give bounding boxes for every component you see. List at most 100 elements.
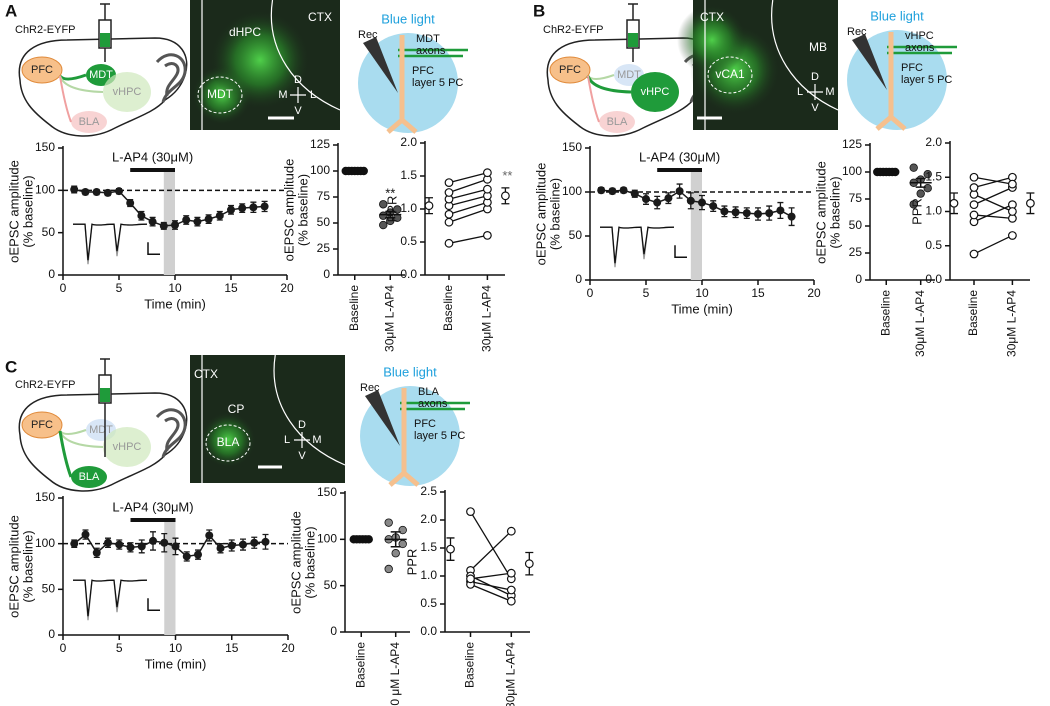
- data-point: [1008, 231, 1017, 240]
- orientation-label: M: [278, 89, 287, 101]
- y-tick-label: 1.0: [925, 204, 942, 218]
- brain-region: [71, 111, 107, 133]
- washout-shade: [690, 170, 702, 280]
- y-tick-label: 150: [317, 485, 337, 499]
- pair-line: [448, 195, 488, 207]
- y-tick-label: 50: [42, 225, 56, 239]
- image-label: BLA: [217, 435, 240, 449]
- y-tick-label: 125: [310, 137, 330, 151]
- axons: [887, 45, 957, 55]
- mean-bar: [909, 177, 932, 188]
- region-boundary: [197, 76, 243, 114]
- tissue-boundary: [704, 0, 839, 130]
- orientation-label: D: [294, 74, 302, 86]
- afferent-label: axons: [905, 42, 935, 54]
- region-label: BLA: [79, 471, 100, 483]
- mean-point: [949, 198, 959, 208]
- x-tick-label: 10: [695, 286, 709, 300]
- region-boundary: [205, 424, 251, 462]
- syringe-fill: [100, 388, 110, 402]
- rec-label: Rec: [358, 29, 378, 41]
- data-point: [227, 541, 236, 550]
- electrode: [363, 37, 398, 93]
- x-tick-label: Baseline: [966, 290, 980, 336]
- neuron: [386, 35, 418, 134]
- y-axis-label: oEPSC amplitude: [6, 160, 21, 263]
- y-tick-label: 100: [35, 183, 55, 197]
- x-tick-label: 0: [60, 641, 67, 655]
- fluorescence: [200, 412, 256, 468]
- region-label: MDT: [89, 69, 113, 81]
- x-tick-label: 0: [587, 286, 594, 300]
- y-tick-label: 50: [42, 582, 56, 596]
- data-point: [709, 202, 718, 211]
- panel-letter: A: [5, 1, 17, 20]
- trace-scale-bar: [147, 242, 160, 255]
- afferent-label: axons: [416, 45, 446, 57]
- data-point: [215, 211, 224, 220]
- mean-bar: [379, 210, 402, 219]
- y-tick-label: 2.5: [420, 484, 437, 498]
- y-axis-label: (% baseline): [295, 174, 310, 246]
- x-tick-label: Baseline: [347, 285, 361, 331]
- example-trace: [600, 226, 675, 264]
- data-point: [70, 539, 79, 548]
- image-label: CTX: [700, 10, 724, 24]
- data-point: [379, 211, 388, 220]
- data-point: [92, 188, 101, 197]
- drug-annotation: L-AP4 (30μM): [112, 499, 193, 514]
- y-axis-label: oEPSC amplitude: [533, 163, 548, 266]
- x-tick-label: 30μM L-AP4: [382, 285, 396, 352]
- data-point: [466, 507, 475, 517]
- data-point: [483, 184, 492, 194]
- data-point: [81, 188, 90, 197]
- data-point: [149, 536, 157, 545]
- afferent-label: axons: [418, 398, 448, 410]
- data-point: [630, 189, 639, 198]
- orientation-label: M: [825, 86, 834, 98]
- data-point: [444, 217, 454, 227]
- y-axis-label: oEPSC amplitude: [813, 161, 828, 264]
- significance: **: [385, 186, 395, 201]
- data-point: [444, 178, 454, 188]
- data-point: [742, 209, 751, 218]
- x-tick-label: 30μM L-AP4: [503, 642, 517, 706]
- data-point: [675, 187, 684, 196]
- data-point: [916, 189, 925, 198]
- data-point: [969, 249, 979, 259]
- data-point: [444, 209, 454, 219]
- y-tick-label: 50: [569, 228, 583, 242]
- y-axis-label: oEPSC amplitude: [6, 515, 21, 618]
- region-label: vHPC: [113, 441, 142, 453]
- data-point: [126, 543, 135, 552]
- x-tick-label: 20: [807, 286, 821, 300]
- data-point: [115, 540, 124, 549]
- data-point: [754, 210, 762, 218]
- y-axis-label: (% baseline): [20, 175, 35, 247]
- brain-region: [71, 466, 107, 488]
- orientation-cross: [807, 84, 823, 100]
- x-axis-label: Time (min): [671, 301, 733, 316]
- tissue-boundary: [201, 0, 341, 130]
- data-point: [92, 548, 101, 557]
- projection-arrow: [587, 75, 600, 123]
- data-point: [384, 518, 393, 527]
- data-point: [506, 585, 516, 595]
- orientation-label: L: [310, 89, 316, 101]
- light-label: Blue light: [383, 364, 437, 379]
- mean-point: [424, 201, 434, 211]
- drug-annotation: L-AP4 (30μM): [639, 149, 720, 164]
- cerebellum: [155, 53, 187, 103]
- data-point: [909, 163, 918, 172]
- data-point: [444, 238, 454, 248]
- mean-point: [524, 559, 534, 569]
- data-point: [137, 542, 146, 551]
- region-label: BLA: [607, 116, 628, 128]
- y-tick-label: 1.0: [420, 568, 437, 582]
- axons: [398, 48, 468, 58]
- data-point: [969, 210, 979, 220]
- y-tick-label: 25: [317, 241, 331, 255]
- electrode: [852, 34, 887, 90]
- y-tick-label: 100: [310, 163, 330, 177]
- target-label: PFC: [901, 62, 923, 74]
